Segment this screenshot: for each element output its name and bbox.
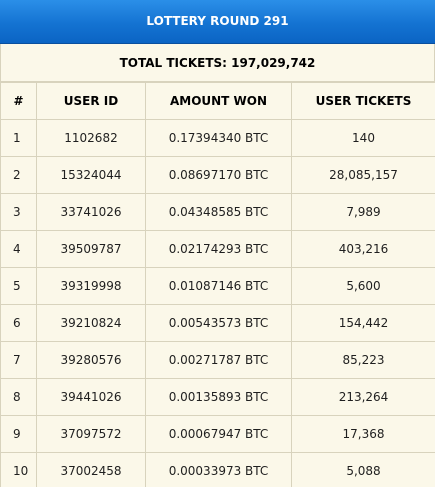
user-tickets-cell: 140 bbox=[291, 119, 435, 157]
amount-won-cell: 0.00543573 BTC bbox=[145, 304, 292, 342]
amount-won-cell: 0.08697170 BTC bbox=[145, 156, 292, 194]
amount-won-cell: 0.00135893 BTC bbox=[145, 378, 292, 416]
amount-won-cell: 0.01087146 BTC bbox=[145, 267, 292, 305]
user-id-cell: 39210824 bbox=[36, 304, 146, 342]
user-id-cell: 39509787 bbox=[36, 230, 146, 268]
amount-won-cell: 0.00033973 BTC bbox=[145, 452, 292, 487]
table-row: 3 33741026 0.04348585 BTC 7,989 bbox=[0, 193, 435, 231]
user-tickets-cell: 5,088 bbox=[291, 452, 435, 487]
user-id-cell: 39280576 bbox=[36, 341, 146, 379]
table-header-row: # USER ID AMOUNT WON USER TICKETS bbox=[0, 82, 435, 120]
user-id-cell: 33741026 bbox=[36, 193, 146, 231]
amount-won-cell: 0.17394340 BTC bbox=[145, 119, 292, 157]
column-header-amount-won: AMOUNT WON bbox=[145, 82, 292, 120]
user-tickets-cell: 85,223 bbox=[291, 341, 435, 379]
column-header-user-tickets: USER TICKETS bbox=[291, 82, 435, 120]
rank-cell: 3 bbox=[0, 193, 37, 231]
table-row: 4 39509787 0.02174293 BTC 403,216 bbox=[0, 230, 435, 268]
amount-won-cell: 0.00067947 BTC bbox=[145, 415, 292, 453]
amount-won-cell: 0.00271787 BTC bbox=[145, 341, 292, 379]
lottery-winners-table: # USER ID AMOUNT WON USER TICKETS 1 1102… bbox=[0, 82, 435, 487]
user-tickets-cell: 5,600 bbox=[291, 267, 435, 305]
user-id-cell: 39319998 bbox=[36, 267, 146, 305]
rank-cell: 9 bbox=[0, 415, 37, 453]
user-tickets-cell: 28,085,157 bbox=[291, 156, 435, 194]
column-header-rank: # bbox=[0, 82, 37, 120]
user-tickets-cell: 7,989 bbox=[291, 193, 435, 231]
table-row: 7 39280576 0.00271787 BTC 85,223 bbox=[0, 341, 435, 379]
user-id-cell: 1102682 bbox=[36, 119, 146, 157]
column-header-user-id: USER ID bbox=[36, 82, 146, 120]
table-row: 8 39441026 0.00135893 BTC 213,264 bbox=[0, 378, 435, 416]
user-tickets-cell: 154,442 bbox=[291, 304, 435, 342]
rank-cell: 6 bbox=[0, 304, 37, 342]
user-id-cell: 37002458 bbox=[36, 452, 146, 487]
user-id-cell: 15324044 bbox=[36, 156, 146, 194]
user-tickets-cell: 17,368 bbox=[291, 415, 435, 453]
rank-cell: 5 bbox=[0, 267, 37, 305]
amount-won-cell: 0.02174293 BTC bbox=[145, 230, 292, 268]
rank-cell: 1 bbox=[0, 119, 37, 157]
amount-won-cell: 0.04348585 BTC bbox=[145, 193, 292, 231]
table-row: 10 37002458 0.00033973 BTC 5,088 bbox=[0, 452, 435, 487]
rank-cell: 2 bbox=[0, 156, 37, 194]
table-row: 5 39319998 0.01087146 BTC 5,600 bbox=[0, 267, 435, 305]
table-row: 6 39210824 0.00543573 BTC 154,442 bbox=[0, 304, 435, 342]
rank-cell: 10 bbox=[0, 452, 37, 487]
rank-cell: 8 bbox=[0, 378, 37, 416]
user-tickets-cell: 403,216 bbox=[291, 230, 435, 268]
user-tickets-cell: 213,264 bbox=[291, 378, 435, 416]
total-tickets-summary: TOTAL TICKETS: 197,029,742 bbox=[0, 44, 435, 82]
table-row: 1 1102682 0.17394340 BTC 140 bbox=[0, 119, 435, 157]
user-id-cell: 39441026 bbox=[36, 378, 146, 416]
table-row: 2 15324044 0.08697170 BTC 28,085,157 bbox=[0, 156, 435, 194]
user-id-cell: 37097572 bbox=[36, 415, 146, 453]
lottery-round-title: LOTTERY ROUND 291 bbox=[0, 0, 435, 44]
rank-cell: 4 bbox=[0, 230, 37, 268]
rank-cell: 7 bbox=[0, 341, 37, 379]
table-row: 9 37097572 0.00067947 BTC 17,368 bbox=[0, 415, 435, 453]
